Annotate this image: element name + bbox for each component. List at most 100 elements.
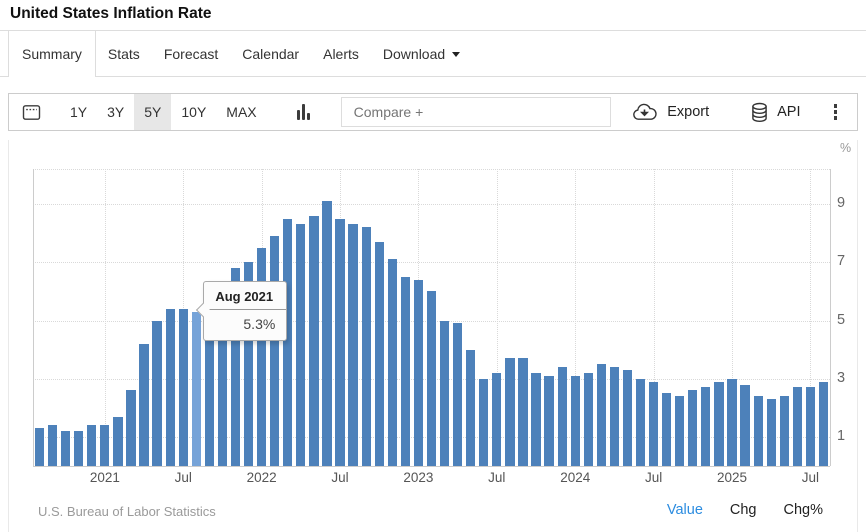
bar-jan-2023[interactable] [413, 279, 424, 466]
bar-jul-2022[interactable] [335, 218, 345, 466]
bar-oct-2024[interactable] [688, 390, 698, 466]
tab-forecast[interactable]: Forecast [152, 31, 230, 76]
api-label: API [777, 104, 801, 120]
bar-aug-2025[interactable] [818, 381, 829, 466]
x-axis-tick-label: 2025 [716, 470, 748, 485]
bar-dec-2021[interactable] [243, 262, 254, 466]
bar-apr-2022[interactable] [296, 224, 306, 466]
bar-oct-2023[interactable] [531, 372, 541, 466]
calendar-icon [22, 103, 41, 121]
bar-dec-2023[interactable] [557, 367, 567, 466]
bar-sep-2024[interactable] [675, 396, 685, 466]
bar-jan-2024[interactable] [570, 375, 580, 466]
bar-nov-2023[interactable] [544, 375, 554, 466]
bar-aug-2023[interactable] [505, 358, 515, 466]
bar-jun-2024[interactable] [635, 378, 646, 466]
bar-feb-2024[interactable] [583, 372, 593, 466]
bar-jun-2021[interactable] [165, 308, 175, 466]
bar-nov-2024[interactable] [701, 387, 711, 466]
bar-feb-2025[interactable] [740, 384, 750, 466]
bar-sep-2021[interactable] [204, 308, 214, 466]
bar-mar-2022[interactable] [283, 218, 293, 466]
bar-feb-2023[interactable] [426, 291, 437, 466]
export-button[interactable]: Export [631, 103, 709, 122]
range-button-5y[interactable]: 5Y [134, 94, 172, 130]
bar-mar-2024[interactable] [596, 364, 606, 466]
bar-mar-2023[interactable] [439, 320, 450, 466]
tab-calendar[interactable]: Calendar [230, 31, 311, 76]
bar-jan-2021[interactable] [100, 425, 110, 466]
bar-aug-2022[interactable] [348, 224, 358, 466]
bar-chart-icon [306, 113, 310, 120]
bar-oct-2022[interactable] [374, 241, 384, 466]
bar-apr-2025[interactable] [766, 399, 776, 466]
bar-nov-2020[interactable] [74, 431, 84, 466]
bar-jun-2023[interactable] [479, 378, 489, 466]
tab-label: Calendar [242, 45, 300, 62]
bar-jan-2022[interactable] [257, 247, 267, 466]
tab-download[interactable]: Download [371, 31, 472, 76]
data-source-label: U.S. Bureau of Labor Statistics [38, 504, 216, 519]
bar-mar-2025[interactable] [753, 396, 763, 466]
footer-link-value[interactable]: Value [666, 502, 703, 518]
range-button-3y[interactable]: 3Y [107, 104, 125, 120]
bar-sep-2022[interactable] [361, 227, 371, 466]
bar-sep-2020[interactable] [47, 425, 58, 466]
bar-aug-2021[interactable] [191, 311, 201, 466]
tab-alerts[interactable]: Alerts [311, 31, 371, 76]
x-axis-tick-label: 2024 [560, 470, 591, 485]
bar-may-2024[interactable] [622, 369, 633, 466]
bar-jul-2024[interactable] [648, 381, 659, 466]
panel-border [8, 140, 9, 532]
bar-mar-2021[interactable] [126, 390, 136, 466]
gridline-y [33, 262, 830, 264]
bar-aug-2024[interactable] [662, 393, 672, 466]
compare-input[interactable] [340, 97, 611, 127]
bar-jun-2025[interactable] [792, 387, 802, 466]
bar-may-2023[interactable] [466, 349, 476, 466]
range-button-1y[interactable]: 1Y [70, 104, 88, 120]
footer-link-chg[interactable]: Chg [729, 502, 757, 518]
bar-apr-2021[interactable] [139, 343, 149, 466]
tab-summary[interactable]: Summary [8, 31, 96, 77]
bar-dec-2022[interactable] [400, 276, 410, 466]
cloud-download-icon [631, 103, 658, 122]
bar-may-2021[interactable] [152, 320, 162, 466]
footer-link-chgpct[interactable]: Chg% [783, 502, 824, 518]
bar-apr-2023[interactable] [452, 323, 463, 466]
x-axis-tick-label: Jul [644, 470, 663, 485]
bar-may-2025[interactable] [779, 396, 789, 466]
range-button-max[interactable]: MAX [226, 104, 257, 120]
bar-oct-2020[interactable] [61, 431, 71, 466]
bar-apr-2024[interactable] [609, 367, 620, 466]
more-options-button[interactable] [833, 104, 837, 120]
tooltip-date: Aug 2021 [204, 282, 287, 310]
bar-jul-2025[interactable] [805, 387, 816, 466]
bar-jan-2025[interactable] [727, 378, 737, 466]
chevron-down-icon [452, 52, 461, 57]
x-axis-tick-label: Jul [331, 470, 349, 485]
bar-dec-2020[interactable] [87, 425, 97, 466]
chart-toolbar: 1Y 3Y 5Y 10Y MAX Export [8, 93, 858, 131]
range-button-10y[interactable]: 10Y [181, 104, 207, 120]
chart-type-button[interactable] [296, 104, 310, 120]
bar-nov-2021[interactable] [230, 268, 241, 466]
gridline-x [496, 169, 498, 466]
kebab-menu-icon [833, 104, 837, 108]
bar-jul-2023[interactable] [492, 372, 502, 466]
bar-jul-2021[interactable] [178, 308, 188, 466]
bar-oct-2021[interactable] [217, 285, 228, 466]
bar-nov-2022[interactable] [387, 259, 397, 466]
bar-feb-2022[interactable] [270, 236, 280, 466]
bar-may-2022[interactable] [309, 215, 319, 466]
x-axis-tick-label: Jul [801, 470, 820, 485]
bar-sep-2023[interactable] [518, 358, 528, 466]
bar-aug-2020[interactable] [34, 428, 45, 466]
bar-jun-2022[interactable] [322, 201, 332, 466]
gridline-y [33, 204, 830, 206]
api-button[interactable]: API [751, 102, 801, 123]
tab-stats[interactable]: Stats [96, 31, 152, 76]
bar-dec-2024[interactable] [714, 381, 724, 466]
date-range-picker-button[interactable] [22, 94, 41, 130]
bar-feb-2021[interactable] [113, 416, 123, 466]
